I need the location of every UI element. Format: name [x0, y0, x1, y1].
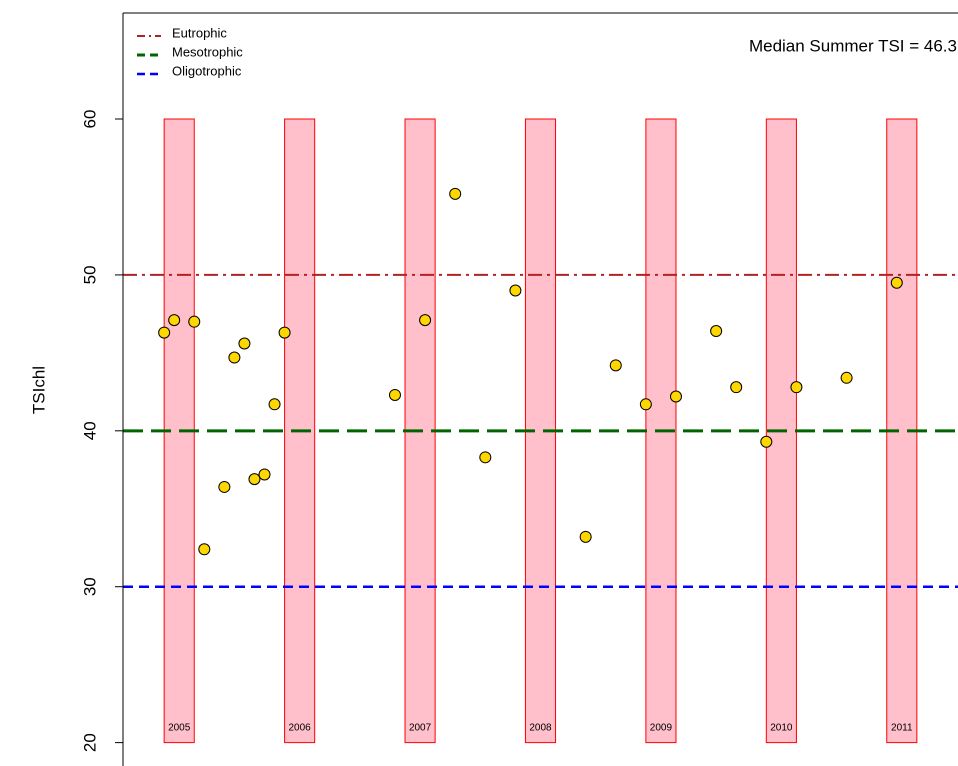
y-tick-label: 40 — [80, 421, 99, 440]
data-point — [168, 314, 181, 327]
data-point — [188, 315, 201, 328]
data-point — [509, 284, 522, 297]
y-axis-label: TSIchl — [29, 366, 48, 414]
year-label: 2009 — [650, 722, 673, 733]
y-tick-label: 20 — [80, 733, 99, 752]
data-point — [388, 388, 401, 401]
y-tick-label: 60 — [80, 110, 99, 129]
data-point — [890, 276, 903, 289]
legend-label: Mesotrophic — [172, 44, 243, 59]
data-point — [579, 530, 592, 543]
data-point — [710, 325, 723, 338]
year-label: 2008 — [529, 722, 552, 733]
data-point — [609, 359, 622, 372]
data-point — [278, 326, 291, 339]
year-label: 2011 — [891, 722, 913, 733]
y-tick-label: 30 — [80, 577, 99, 596]
y-tick-label: 50 — [80, 265, 99, 284]
data-point — [218, 480, 231, 493]
year-label: 2007 — [409, 722, 432, 733]
data-point — [419, 314, 432, 327]
data-point — [228, 351, 241, 364]
year-label: 2005 — [168, 722, 191, 733]
data-point — [449, 187, 462, 200]
data-point — [790, 381, 803, 394]
data-point — [238, 337, 251, 350]
year-label: 2006 — [289, 722, 312, 733]
data-point — [158, 326, 171, 339]
legend-label: Eutrophic — [172, 25, 227, 40]
data-point — [198, 543, 211, 556]
year-label: 2010 — [770, 722, 793, 733]
data-point — [268, 398, 281, 411]
data-point — [639, 398, 652, 411]
data-point — [258, 468, 271, 481]
annotation: Median Summer TSI = 46.3 — [749, 36, 957, 55]
data-point — [760, 435, 773, 448]
data-point — [840, 371, 853, 384]
data-point — [730, 381, 743, 394]
data-point — [669, 390, 682, 403]
data-point — [479, 451, 492, 464]
legend-label: Oligotrophic — [172, 63, 242, 78]
data-point — [248, 473, 261, 486]
